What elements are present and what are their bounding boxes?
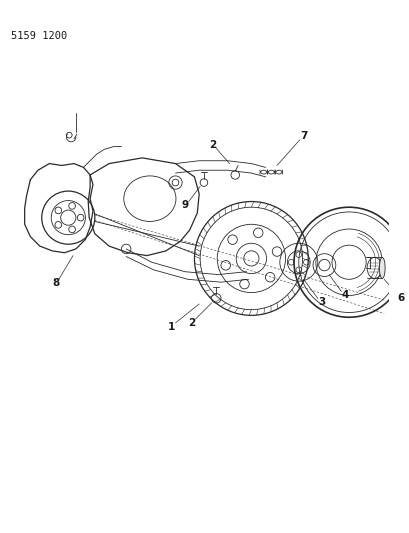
Text: 4: 4 <box>341 290 348 301</box>
Text: 9: 9 <box>181 200 188 211</box>
Ellipse shape <box>378 257 384 278</box>
Text: 8: 8 <box>52 278 59 288</box>
Text: 5: 5 <box>407 227 409 237</box>
Text: 3: 3 <box>317 297 324 307</box>
Text: 7: 7 <box>299 131 306 141</box>
Text: 2: 2 <box>188 318 195 328</box>
Text: 6: 6 <box>397 293 404 303</box>
Text: 2: 2 <box>208 140 216 150</box>
Text: 1: 1 <box>168 322 175 332</box>
Text: 5159 1200: 5159 1200 <box>11 31 67 41</box>
